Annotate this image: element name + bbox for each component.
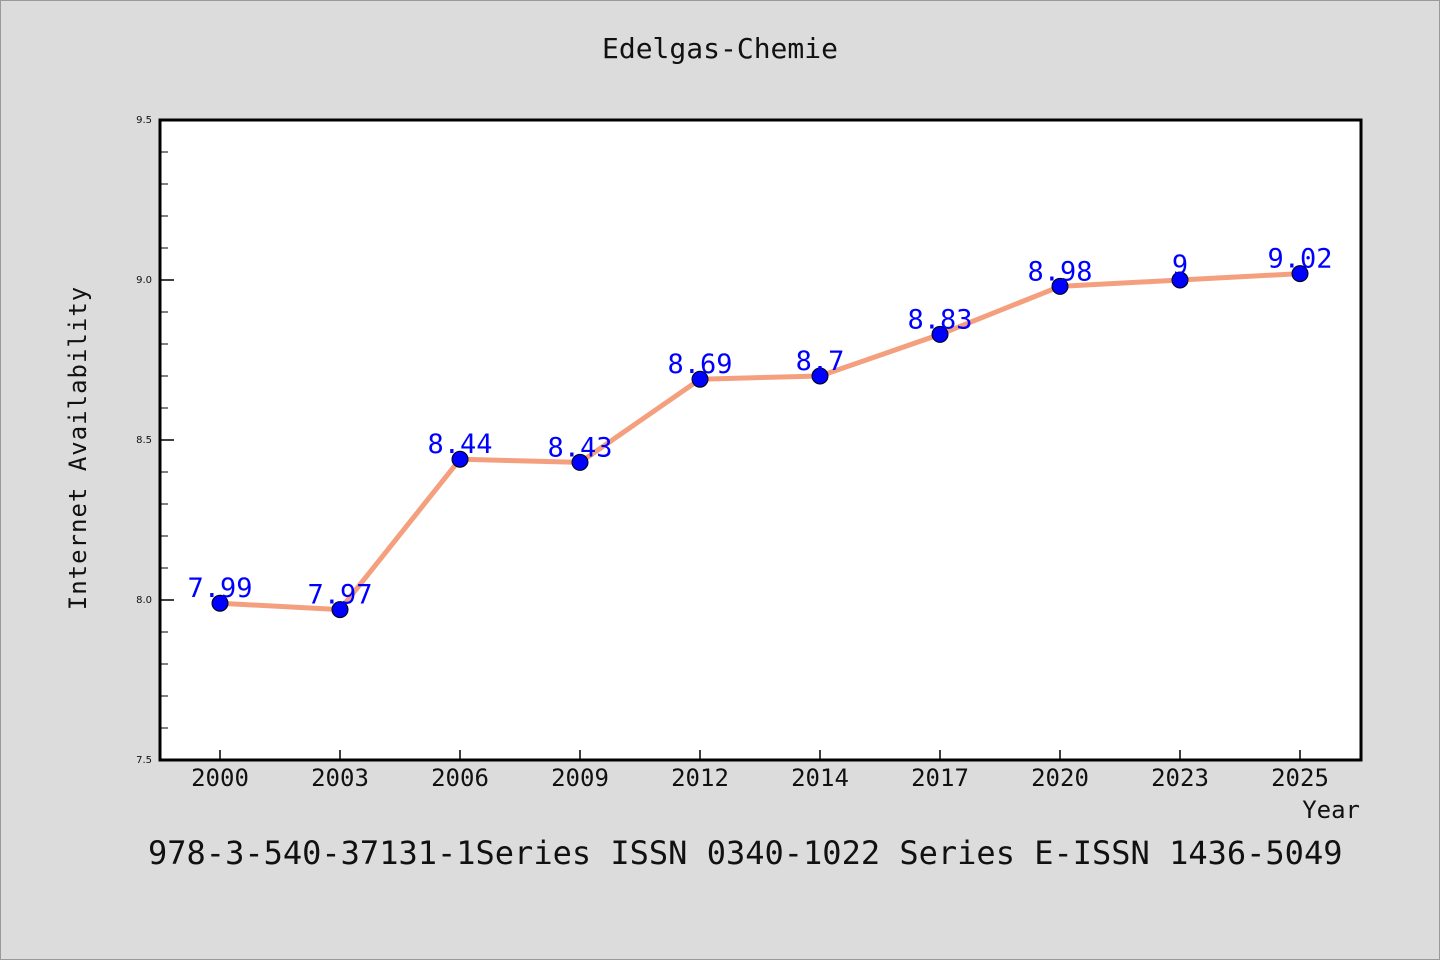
y-tick-label: 8.5 (136, 435, 152, 446)
x-tick-label: 2006 (431, 764, 489, 792)
series-line (219, 271, 1301, 613)
series-group: 7.99 7.97 8.44 8.43 8.69 8.7 8.83 8.98 9 9.02 (187, 244, 1333, 619)
x-axis-label: Year (1302, 796, 1360, 824)
data-point (451, 450, 469, 468)
data-point (811, 367, 829, 385)
data-label: 8.44 (427, 429, 492, 460)
x-tick-label: 2017 (911, 764, 969, 792)
x-axis-ticks: 2000 2003 2006 2009 2012 2014 2017 2020 2023 2025 (191, 750, 1329, 792)
x-tick-label: 2014 (791, 764, 849, 792)
y-tick-label: 9.5 (136, 115, 152, 126)
data-label: 9 (1172, 250, 1188, 281)
plot-area (158, 118, 1363, 762)
data-label: 8.43 (547, 432, 612, 463)
x-tick-label: 2025 (1271, 764, 1329, 792)
data-label: 7.99 (187, 573, 252, 604)
y-tick-label: 8.0 (136, 595, 152, 606)
data-point (571, 453, 589, 471)
data-point (931, 325, 949, 343)
data-point (331, 601, 349, 619)
data-point (1171, 271, 1189, 289)
x-tick-label: 2012 (671, 764, 729, 792)
data-label: 8.69 (667, 349, 732, 380)
data-label: 7.97 (307, 580, 372, 611)
x-tick-label: 2009 (551, 764, 609, 792)
x-tick-label: 2000 (191, 764, 249, 792)
data-point (691, 370, 709, 388)
y-tick-label: 7.5 (136, 755, 152, 766)
chart-title: Edelgas-Chemie (601, 32, 838, 65)
footer-isbn-text: 978-3-540-37131-1Series ISSN 0340-1022 S… (148, 834, 1343, 872)
x-tick-label: 2023 (1151, 764, 1209, 792)
data-label: 9.02 (1267, 244, 1332, 275)
data-point (1051, 277, 1069, 295)
data-point (1291, 265, 1309, 283)
data-point (211, 594, 229, 612)
data-label: 8.83 (907, 304, 972, 335)
x-tick-label: 2020 (1031, 764, 1089, 792)
y-tick-label: 9.0 (136, 275, 152, 286)
x-tick-label: 2003 (311, 764, 369, 792)
y-axis-ticks: 7.5 8.0 8.5 9.0 9.5 (136, 115, 174, 766)
data-label: 8.98 (1027, 256, 1092, 287)
data-label: 8.7 (796, 346, 845, 377)
